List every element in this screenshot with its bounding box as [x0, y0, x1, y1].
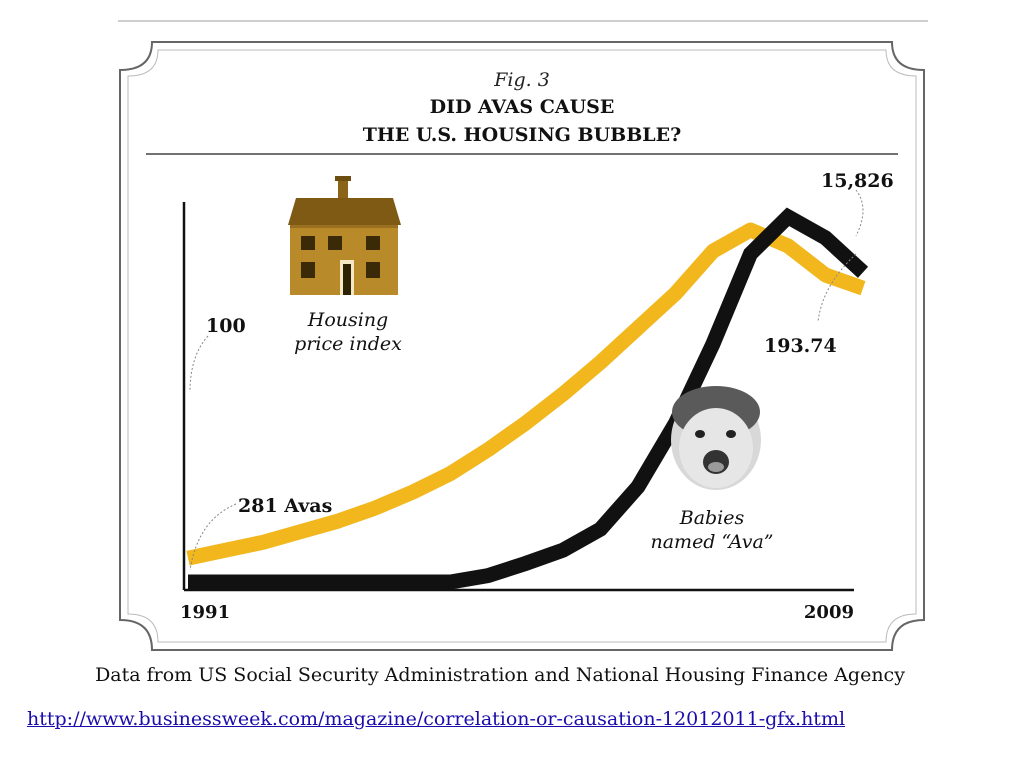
x-tick-label-start: 1991 — [180, 602, 230, 623]
chart-figure: Fig. 3 DID AVAS CAUSE THE U.S. HOUSING B… — [118, 40, 926, 652]
chart-title-line2: THE U.S. HOUSING BUBBLE? — [363, 124, 682, 146]
chart-svg: Fig. 3 DID AVAS CAUSE THE U.S. HOUSING B… — [119, 41, 925, 651]
avas-start-label: 281 Avas — [238, 495, 332, 517]
chart-title-line1: DID AVAS CAUSE — [430, 96, 615, 118]
fig-label: Fig. 3 — [493, 69, 550, 91]
avas-series-label-line2: named “Ava” — [650, 531, 773, 553]
house-icon — [288, 176, 401, 295]
baby-face-icon — [671, 386, 761, 490]
figure-frame-inner — [127, 49, 917, 643]
housing-end-leader — [817, 253, 857, 323]
avas-babies-line — [188, 207, 869, 590]
avas-series-label-line1: Babies — [679, 507, 745, 529]
housing-end-label: 193.74 — [764, 335, 837, 357]
housing-start-label: 100 — [206, 315, 246, 337]
avas-start-leader — [189, 503, 237, 571]
housing-series-label-line2: price index — [294, 333, 402, 355]
source-url-link[interactable]: http://www.businessweek.com/magazine/cor… — [27, 708, 846, 730]
source-caption: Data from US Social Security Administrat… — [95, 664, 905, 686]
figure-frame-border — [119, 41, 925, 651]
housing-series-label-line1: Housing — [307, 309, 388, 331]
housing-price-index-line — [186, 222, 866, 566]
avas-end-label: 15,826 — [821, 170, 894, 192]
housing-start-leader — [189, 335, 209, 393]
avas-end-leader — [855, 189, 864, 237]
top-divider — [118, 20, 928, 22]
x-tick-label-end: 2009 — [804, 602, 854, 623]
